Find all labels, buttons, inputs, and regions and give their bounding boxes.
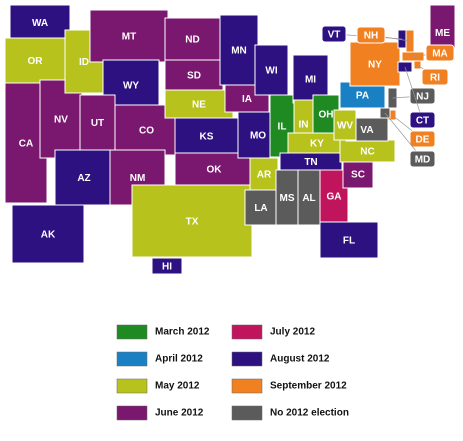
state-shape — [151, 257, 183, 275]
state-label: AK — [41, 230, 56, 241]
callout-box — [409, 150, 436, 168]
state-shape — [11, 204, 85, 264]
legend-label: June 2012 — [155, 408, 204, 419]
state-label: CA — [19, 139, 33, 150]
legend-swatch — [231, 405, 263, 421]
state-label: WY — [123, 81, 139, 92]
state-shape — [9, 4, 71, 41]
state-label: AR — [257, 170, 272, 181]
callout-box — [321, 25, 347, 43]
state-label: MS — [280, 193, 295, 204]
state-label: WI — [265, 66, 277, 77]
state-shape — [249, 157, 279, 191]
callout-box — [356, 26, 386, 44]
state-label: CO — [139, 126, 154, 137]
state-label: NE — [192, 100, 206, 111]
state-label: PA — [356, 91, 369, 102]
state-label: VT — [328, 30, 341, 41]
state-label: NM — [130, 173, 146, 184]
callout-box — [409, 130, 436, 148]
state-label: NH — [364, 31, 378, 42]
state-label: TN — [304, 157, 317, 168]
state-label: CT — [416, 116, 429, 127]
state-label: ME — [435, 28, 450, 39]
state-shape — [254, 44, 289, 96]
state-label: KS — [200, 132, 214, 143]
state-label: AZ — [77, 173, 90, 184]
state-shape — [333, 109, 357, 141]
state-label: TX — [186, 217, 199, 228]
state-shape — [4, 37, 66, 84]
state-label: SC — [351, 170, 365, 181]
legend-swatch — [231, 324, 263, 340]
legend-swatch — [116, 351, 148, 367]
legend-label: March 2012 — [155, 327, 210, 338]
legend-swatch — [116, 378, 148, 394]
state-label: KY — [310, 139, 324, 150]
state-shape — [342, 159, 374, 189]
state-label: VA — [360, 125, 373, 136]
state-label: WA — [32, 18, 48, 29]
state-label: MD — [415, 155, 431, 166]
state-shape — [244, 189, 278, 226]
state-label: OR — [28, 56, 44, 67]
state-shape — [131, 184, 253, 258]
legend-swatch — [231, 351, 263, 367]
legend-swatch — [116, 324, 148, 340]
state-label: IA — [242, 94, 252, 105]
callout-box — [409, 111, 436, 129]
legend-label: April 2012 — [155, 354, 203, 365]
state-label: DE — [416, 135, 430, 146]
state-label: ND — [185, 35, 199, 46]
legend-label: May 2012 — [155, 381, 200, 392]
state-label: IL — [278, 122, 287, 133]
state-label: MT — [122, 32, 136, 43]
state-shape — [54, 149, 114, 206]
legend-swatch — [231, 378, 263, 394]
legend-label: July 2012 — [270, 327, 315, 338]
state-label: NY — [368, 60, 382, 71]
state-label: LA — [254, 203, 267, 214]
legend-label: August 2012 — [270, 354, 330, 365]
state-label: NJ — [416, 92, 429, 103]
state-shape — [89, 9, 169, 63]
state-label: IN — [299, 120, 309, 131]
state-shape — [79, 94, 116, 151]
state-label: WV — [337, 121, 353, 132]
legend-label: No 2012 election — [270, 408, 349, 419]
state-label: SD — [187, 71, 201, 82]
state-label: MA — [432, 49, 448, 60]
state-label: GA — [327, 192, 342, 203]
state-label: NV — [54, 115, 68, 126]
state-shape — [319, 221, 379, 259]
state-label: MN — [231, 46, 247, 57]
callout-line — [404, 66, 423, 121]
state-label: UT — [91, 118, 104, 129]
state-label: ID — [79, 57, 89, 68]
legend-label: September 2012 — [270, 381, 347, 392]
state-label: OH — [319, 110, 334, 121]
state-label: MI — [305, 75, 316, 86]
state-label: OK — [207, 165, 223, 176]
state-shape — [219, 14, 259, 86]
state-label: RI — [430, 73, 440, 84]
state-label: HI — [162, 262, 172, 273]
state-shape — [349, 41, 401, 87]
state-label: FL — [343, 236, 355, 247]
callout-box — [425, 44, 455, 62]
callout-box — [421, 68, 449, 86]
state-label: AL — [302, 193, 315, 204]
legend-swatch — [116, 405, 148, 421]
state-shape — [164, 17, 221, 61]
state-label: MO — [250, 131, 266, 142]
state-shape — [164, 89, 234, 119]
state-label: NC — [360, 147, 374, 158]
